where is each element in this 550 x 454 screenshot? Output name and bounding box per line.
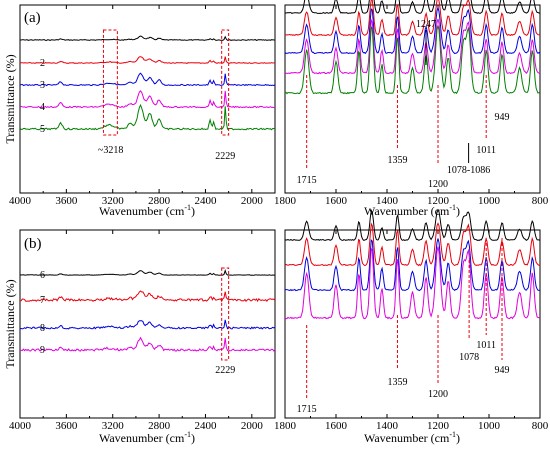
series-label-6: 6 (40, 270, 45, 281)
spectrum-8 (19, 319, 276, 330)
x-tick-label: 4000 (9, 195, 32, 207)
spectrum-6 (19, 269, 276, 276)
spectrum-6 (284, 208, 541, 241)
x-tick-label: 3600 (55, 195, 78, 207)
annotation-1011: 1011 (476, 145, 496, 156)
spectrum-4 (284, 18, 541, 75)
panel-a-left-frame (19, 4, 276, 194)
spectrum-4 (19, 90, 276, 109)
panel-a-left-x-axis-title: Wavenumber (cm-1) (99, 203, 195, 218)
x-tick-label: 2400 (194, 420, 217, 432)
x-tick-label: 1000 (478, 420, 501, 432)
series-label-8: 8 (40, 323, 45, 334)
x-tick-label: 2400 (194, 195, 217, 207)
annotation-1715: 1715 (297, 404, 317, 415)
x-tick-label: 2000 (241, 195, 264, 207)
annotation-3218: ~3218 (98, 145, 123, 156)
annotation-1359: 1359 (387, 377, 407, 388)
series-label-9: 9 (40, 345, 45, 356)
spectrum-2 (284, 0, 541, 37)
panel-b-y-axis-title: Transmittance (%) (3, 279, 17, 368)
x-tick-label: 800 (532, 195, 549, 207)
spectrum-3 (19, 72, 276, 87)
annotation-1200: 1200 (428, 389, 448, 400)
x-tick-label: 2800 (148, 420, 171, 432)
x-tick-label: 1200 (427, 420, 450, 432)
panel-a-right-plot: 1800 1600 1400 1200 1000 800 1715 1359 1247 1200 1… (274, 0, 549, 207)
x-tick-label: 1600 (325, 195, 348, 207)
annotation-2229: 2229 (215, 365, 235, 376)
panel-b: (b) 4000 3600 3200 2800 2400 2000 6 7 8 9 2229 180… (3, 208, 549, 445)
panel-b-left-plot: 4000 3600 3200 2800 2400 2000 6 7 8 9 2229 (9, 230, 276, 432)
x-tick-label: 1000 (478, 195, 501, 207)
panel-a-y-axis-title: Transmittance (%) (3, 54, 17, 143)
panel-b-left-frame (19, 229, 276, 419)
panel-b-label: (b) (24, 236, 42, 252)
x-tick-label: 1800 (274, 420, 297, 432)
annotation-1247: 1247 (416, 19, 436, 30)
annotation-1078-1086: 1078-1086 (447, 165, 490, 176)
spectrum-1 (284, 0, 541, 14)
highlight-2229 (221, 267, 230, 361)
annotation-1078: 1078 (459, 352, 479, 363)
panel-a-left-plot: 4000 3600 3200 2800 2400 2000 2 3 4 5 ~3218 2229 (9, 5, 276, 207)
panel-a-right-frame (284, 4, 541, 194)
x-tick-label: 2800 (148, 195, 171, 207)
series-label-3: 3 (40, 80, 45, 91)
annotation-949: 949 (495, 112, 510, 123)
annotation-1715: 1715 (297, 175, 317, 186)
spectrum-8 (284, 238, 541, 292)
panel-a-right-x-axis-title: Wavenumber (cm-1) (364, 203, 460, 218)
series-label-7: 7 (40, 295, 45, 306)
x-tick-label: 1400 (376, 195, 399, 207)
highlight-2229 (221, 29, 230, 136)
panel-a-label: (a) (24, 10, 41, 26)
annotation-949: 949 (495, 365, 510, 376)
spectrum-7 (284, 222, 540, 267)
x-tick-label: 1800 (274, 195, 297, 207)
annotation-1011: 1011 (476, 340, 496, 351)
spectrum-5 (19, 103, 276, 131)
annotation-2229: 2229 (215, 151, 235, 162)
series-label-2: 2 (40, 58, 45, 69)
spectrum-5 (285, 25, 541, 95)
x-tick-label: 4000 (9, 420, 32, 432)
x-tick-label: 3200 (102, 420, 125, 432)
spectrum-1 (20, 35, 276, 41)
x-tick-label: 2000 (241, 420, 264, 432)
panel-b-right-x-axis-title: Wavenumber (cm-1) (364, 430, 460, 445)
annotation-1200: 1200 (428, 179, 448, 190)
x-tick-label: 3600 (55, 420, 78, 432)
x-tick-label: 1400 (376, 420, 399, 432)
series-label-5: 5 (40, 124, 45, 135)
x-tick-label: 1200 (427, 195, 450, 207)
x-tick-label: 3200 (102, 195, 125, 207)
spectrum-3 (284, 5, 541, 55)
x-tick-label: 1600 (325, 420, 348, 432)
x-tick-label: 800 (532, 420, 549, 432)
spectrum-9 (19, 336, 276, 352)
spectrum-9 (284, 246, 541, 320)
highlight-3218 (102, 29, 118, 136)
annotation-1359: 1359 (387, 155, 407, 166)
spectrum-7 (19, 290, 276, 303)
series-label-4: 4 (40, 102, 45, 113)
panel-a: (a) 4000 3600 3200 2800 2400 2000 2 3 4 5 ~3218 222… (3, 0, 549, 218)
panel-b-right-plot: 1800 1600 1400 1200 1000 800 1715 1359 1200 10781… (274, 208, 549, 432)
spectrum-2 (19, 56, 276, 64)
panel-b-left-x-axis-title: Wavenumber (cm-1) (99, 430, 195, 445)
